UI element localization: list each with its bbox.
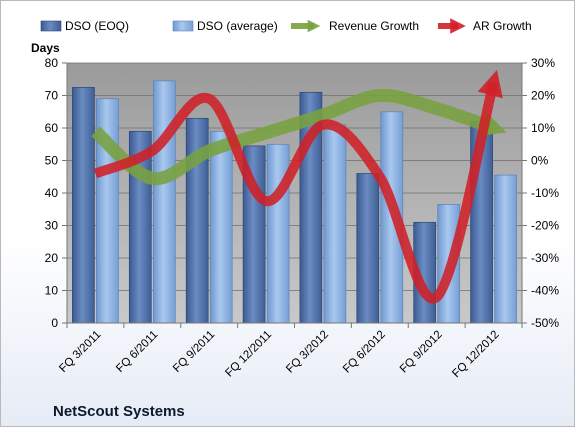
left-tick-label: 30 <box>45 219 59 233</box>
right-tick-label: 30% <box>531 56 555 70</box>
line-ar-growth <box>93 69 503 304</box>
right-tick-label: 0% <box>531 154 549 168</box>
right-tick-label: -30% <box>531 251 559 265</box>
x-tick-label: FQ 12/2012 <box>450 329 501 380</box>
legend: DSO (EOQ) DSO (average) Revenue Growth A… <box>40 18 532 34</box>
bar-dso-average <box>494 174 517 324</box>
x-tick-label: FQ 9/2011 <box>171 329 217 375</box>
chart-title: NetScout Systems <box>53 403 185 420</box>
legend-label-dso-eoq: DSO (EOQ) <box>65 19 129 33</box>
x-tick-label: FQ 3/2011 <box>57 329 103 375</box>
left-tick-label: 80 <box>45 56 59 70</box>
right-tick-label: 10% <box>531 121 555 135</box>
x-tick-label: FQ 6/2012 <box>341 329 388 376</box>
right-tick-label: 20% <box>531 89 555 103</box>
bar-dso-average <box>323 124 347 324</box>
bar-dso-eoq <box>356 173 380 324</box>
legend-label-ar-growth: AR Growth <box>473 19 532 33</box>
right-tick-label: -50% <box>531 316 559 330</box>
x-tick-label: FQ 12/2011 <box>223 329 274 380</box>
x-tick-label: FQ 9/2012 <box>398 329 445 376</box>
legend-label-revenue-growth: Revenue Growth <box>329 19 419 33</box>
left-tick-label: 40 <box>45 186 59 200</box>
x-tick-label: FQ 6/2011 <box>114 329 160 375</box>
legend-swatch-dso-eoq <box>40 20 62 32</box>
left-tick-label: 10 <box>45 284 59 298</box>
left-tick-label: 70 <box>45 89 59 103</box>
bar-dso-eoq <box>72 87 95 324</box>
right-tick-label: -10% <box>531 186 559 200</box>
bar-dso-average <box>209 130 233 324</box>
right-tick-label: -40% <box>531 284 559 298</box>
y-axis-label: Days <box>31 41 60 55</box>
growth-lines <box>91 69 507 304</box>
left-tick-label: 60 <box>45 121 59 135</box>
legend-swatch-dso-average <box>172 20 194 32</box>
left-tick-label: 20 <box>45 251 59 265</box>
left-tick-label: 0 <box>51 316 58 330</box>
right-tick-label: -20% <box>531 219 559 233</box>
bar-dso-average <box>152 80 176 324</box>
bar-dso-average <box>266 143 290 324</box>
line-revenue-growth <box>91 88 507 186</box>
legend-label-dso-average: DSO (average) <box>197 19 278 33</box>
x-tick-label: FQ 3/2012 <box>284 329 331 376</box>
left-tick-label: 50 <box>45 154 59 168</box>
